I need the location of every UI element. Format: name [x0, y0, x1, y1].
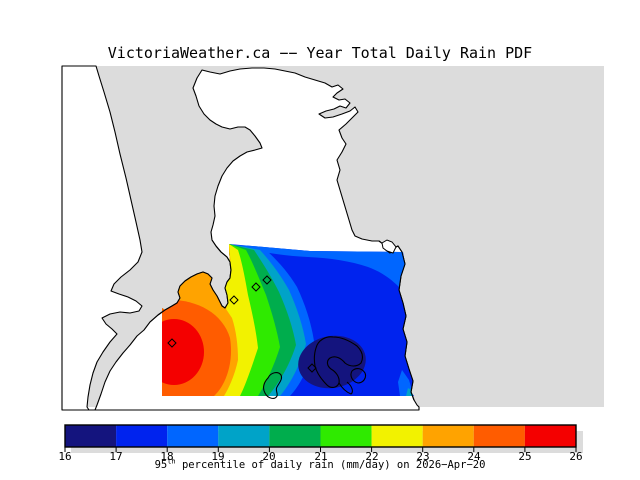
station-marker	[307, 363, 317, 373]
inner-harbour-outline	[263, 372, 283, 399]
colorbar-tick-label: 26	[569, 450, 583, 463]
colorbar-tick-label: 23	[416, 450, 430, 463]
colorbar	[64, 424, 583, 453]
caption-text: percentile of daily rain (mm/day) on 202…	[175, 459, 486, 471]
station-marker	[262, 275, 272, 285]
band-25-26-maximum	[162, 319, 204, 385]
harbour-shore-overlay	[149, 239, 232, 323]
colorbar-tick-label: 18	[160, 450, 174, 463]
trial-island-outline	[350, 368, 367, 384]
colorbar-segment-16-17	[65, 425, 117, 447]
station-marker	[167, 338, 177, 348]
caption-superscript: th	[167, 457, 176, 466]
colorbar-ticks	[64, 447, 577, 452]
colorbar-tick-label: 21	[314, 450, 328, 463]
east-coastline-overlay	[378, 240, 415, 401]
colorbar-segment-25-26	[524, 425, 576, 447]
oak-bay-coastline-loop	[313, 336, 363, 388]
colorbar-segment-24-25	[473, 425, 525, 447]
colorbar-segment-23-24	[422, 425, 474, 447]
cadboro-bay-notch	[381, 239, 397, 254]
band-18-19-northeast-fringe	[235, 245, 405, 288]
colorbar-tick-label: 17	[109, 450, 123, 463]
colorbar-segment-22-23	[371, 425, 423, 447]
plot-title: VictoriaWeather.ca −− Year Total Daily R…	[107, 44, 533, 62]
colorbar-tick-label: 20	[262, 450, 276, 463]
colorbar-segment-19-20	[218, 425, 270, 447]
station-marker	[229, 295, 239, 305]
band-16-17-minimum	[298, 335, 366, 389]
colorbar-tick-label: 16	[58, 450, 72, 463]
colorbar-segment-17-18	[116, 425, 168, 447]
caption-number: 95	[154, 459, 168, 471]
colorbar-segment-20-21	[269, 425, 321, 447]
colorbar-caption: 95th percentile of daily rain (mm/day) o…	[0, 457, 640, 471]
colorbar-segment-18-19	[167, 425, 219, 447]
station-marker	[251, 282, 261, 292]
colorbar-segment-21-22	[320, 425, 372, 447]
colorbar-tick-label: 19	[211, 450, 225, 463]
colorbar-tick-label: 25	[518, 450, 532, 463]
colorbar-tick-label: 24	[467, 450, 481, 463]
station-markers	[167, 275, 317, 373]
colorbar-tick-label: 22	[365, 450, 379, 463]
contour-field	[162, 244, 414, 396]
mcneill-bay-squiggle	[338, 381, 353, 395]
